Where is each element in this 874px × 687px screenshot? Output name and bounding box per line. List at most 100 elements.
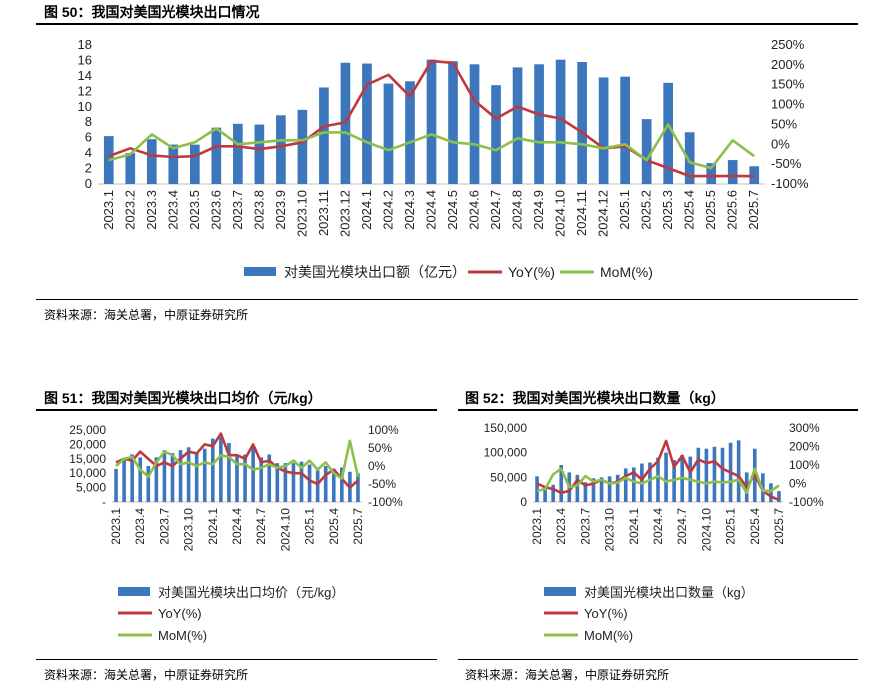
left-axis-tick-label: 18 [78,37,92,52]
bar [210,438,215,502]
bar [186,447,191,502]
x-axis-tick-label: 2025.1 [303,508,317,545]
bar [469,64,480,184]
bar [170,453,175,502]
legend-bar-swatch [244,267,276,276]
bar [620,76,630,184]
bar [291,463,296,502]
bar [319,87,329,184]
legend-label: MoM(%) [600,264,653,280]
bar [551,484,555,502]
right-axis-tick-label: -100% [368,495,403,509]
bar [591,478,596,502]
x-axis-tick-label: 2023.4 [165,190,180,230]
bar [275,463,280,502]
bar [534,64,544,184]
x-axis-tick-label: 2023.10 [182,508,196,552]
x-axis-tick-label: 2025.4 [327,508,341,545]
bar [103,136,114,184]
bar [243,454,247,502]
bar [405,81,415,184]
left-axis-tick-label: 2 [85,161,92,176]
bar [178,450,183,502]
x-axis-tick-label: 2024.1 [359,190,374,230]
left-axis-tick-label: 8 [85,114,92,129]
bar [615,474,620,502]
x-axis-tick-label: 2023.3 [144,190,159,230]
bar [598,77,609,184]
x-axis-tick-label: 2024.3 [402,190,417,230]
x-axis-tick-label: 2024.4 [651,508,665,545]
bar [340,467,344,502]
bar [154,457,159,502]
bar [356,473,360,502]
x-axis-tick-label: 2023.1 [109,508,123,545]
x-axis-tick-label: 2024.10 [699,508,713,552]
bar [535,476,539,502]
x-axis-tick-label: 2025.4 [682,190,697,230]
x-axis-tick-label: 2023.4 [554,508,568,545]
bar [125,153,136,184]
bar [720,447,725,502]
bar [211,127,222,184]
chart-50-source: 资料来源：海关总署，中原证券研究所 [44,308,249,322]
bar [122,460,126,502]
left-axis-tick-label: 10,000 [69,466,106,480]
x-axis-tick-label: 2024.7 [488,190,503,230]
x-axis-tick-label: 2024.10 [278,508,292,552]
bar [362,63,372,184]
x-axis-tick-label: 2025.7 [772,508,786,545]
left-axis-tick-label: - [102,495,106,509]
x-axis-tick-label: 2023.8 [251,190,266,230]
bar [138,457,143,502]
left-axis-tick-label: 0 [85,176,92,191]
right-axis-tick-label: 200% [789,440,820,454]
bar [448,61,458,184]
bar [736,440,741,502]
right-axis-tick-label: 100% [789,458,820,472]
bar [607,476,612,502]
mom-line [115,439,360,480]
bar [555,59,566,184]
chart-52-bottom-rule [458,659,858,660]
x-axis-tick-label: 2024.9 [531,190,546,230]
bar [706,163,717,184]
bar [663,82,674,184]
legend-label: 对美国光模块出口额（亿元） [284,264,466,280]
right-axis-tick-label: 50% [368,441,392,455]
bar [130,454,134,502]
bar [623,468,628,502]
x-axis-tick-label: 2023.5 [187,190,202,230]
bar [512,67,523,184]
right-axis-tick-label: 100% [771,97,805,112]
legend-label: YoY(%) [508,264,555,280]
left-axis-tick-label: 6 [85,130,92,145]
x-axis-tick-label: 2024.12 [596,190,611,237]
x-axis-tick-label: 2023.7 [578,508,592,545]
left-axis-tick-label: 25,000 [69,423,106,437]
right-axis-tick-label: 300% [789,421,820,435]
x-axis-tick-label: 2024.4 [230,508,244,545]
mom-line [536,467,780,495]
legend-label: YoY(%) [584,606,628,621]
x-axis-tick-label: 2023.10 [603,508,617,552]
x-axis-tick-label: 2024.8 [510,190,525,230]
bar [712,446,717,502]
legend-label: MoM(%) [584,628,633,643]
bar [769,483,773,502]
left-axis-tick-label: 50,000 [490,470,527,484]
x-axis-tick-label: 2023.11 [316,190,331,236]
right-axis-tick-label: 0% [789,477,807,491]
x-axis-tick-label: 2024.6 [467,190,482,230]
x-axis-tick-label: 2023.10 [294,190,309,237]
x-axis-tick-label: 2023.1 [101,190,116,230]
x-axis-tick-label: 2025.5 [703,190,718,230]
x-axis-tick-label: 2023.12 [337,190,352,237]
x-axis-tick-label: 2024.1 [627,508,641,545]
bar [146,466,151,502]
left-axis-tick-label: 0 [520,495,527,509]
bar [559,465,564,502]
x-axis-tick-label: 2025.1 [617,190,632,230]
bar [491,85,501,184]
bar [315,470,320,502]
